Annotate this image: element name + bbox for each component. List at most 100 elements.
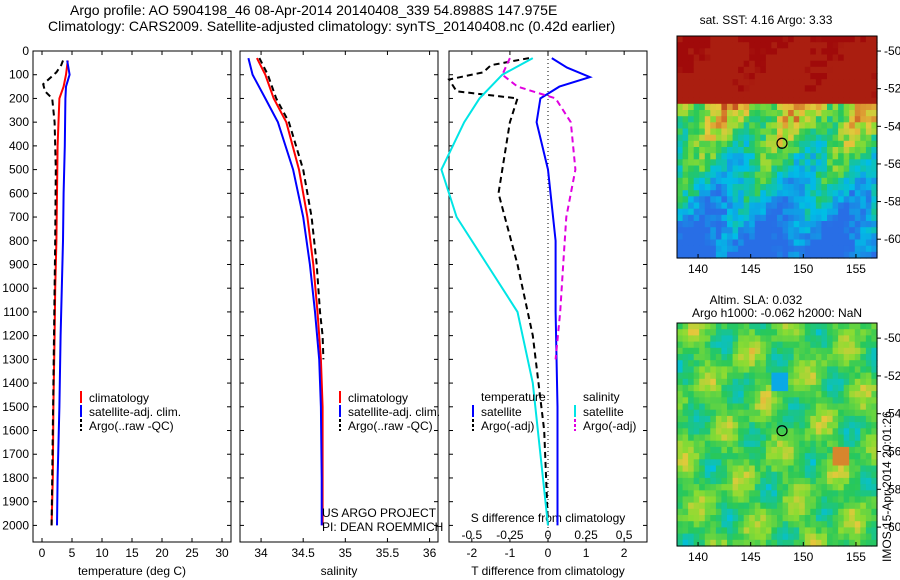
sst-map-cell — [849, 159, 856, 167]
sla-map-cell — [827, 360, 834, 367]
sst-map-cell — [815, 110, 823, 117]
sst-map-cell — [854, 214, 861, 222]
sst-map-cell — [721, 85, 728, 93]
sla-map-cell — [754, 354, 761, 361]
sst-map-cell — [804, 122, 811, 130]
sla-map-cell — [799, 502, 806, 510]
sst-map-cell — [849, 103, 856, 111]
sla-map-cell — [738, 459, 745, 467]
sst-map-cell — [782, 103, 789, 111]
sla-map-cell — [704, 397, 711, 405]
sla-map-cell — [865, 403, 873, 411]
sst-map-cell — [715, 36, 723, 43]
sla-map-cell — [732, 378, 739, 386]
sla-map-cell — [688, 354, 695, 361]
sst-map-cell — [677, 165, 684, 173]
sla-map-cell — [715, 422, 723, 429]
sla-map-cell — [815, 397, 823, 405]
sla-map-cell — [849, 422, 856, 429]
sla-map-cell — [777, 502, 784, 510]
sla-map-cell — [827, 378, 834, 386]
sst-map-cell — [721, 66, 728, 74]
sla-map-cell — [777, 440, 784, 448]
sst-map-cell — [715, 165, 723, 173]
sla-map-cell — [771, 440, 778, 448]
sla-map-cell — [777, 384, 784, 392]
sla-map-cell — [710, 453, 717, 460]
sla-map-cell — [854, 496, 861, 504]
sst-map-cell — [810, 116, 817, 123]
sla-map-cell — [871, 428, 878, 436]
salinity-series-argo-raw-qc- — [258, 57, 325, 360]
sla-map-cell — [810, 434, 817, 442]
sst-map-cell — [765, 110, 773, 117]
sst-map-cell — [721, 140, 728, 148]
sst-map-cell — [754, 245, 761, 253]
sla-map-cell — [788, 434, 795, 442]
sla-map-cell — [788, 465, 795, 473]
sst-map-cell — [827, 159, 834, 167]
sla-map-cell — [799, 484, 806, 491]
sla-map-cell — [810, 533, 817, 541]
sst-map-cell — [871, 73, 878, 80]
diff-legend-label: satellite — [481, 405, 522, 419]
sst-map-cell — [799, 97, 806, 105]
sla-map-cell — [760, 391, 767, 398]
sst-map-cell — [749, 208, 756, 216]
sst-map-cell — [704, 214, 711, 222]
sla-map-cell — [799, 372, 806, 380]
sla-map-cell — [693, 354, 700, 361]
sst-map-cell — [854, 66, 861, 74]
sla-map-cell — [765, 453, 773, 460]
sla-map-cell — [821, 403, 828, 411]
sla-map-cell — [782, 508, 789, 516]
sst-map-cell — [860, 153, 867, 160]
sla-map-cell — [738, 360, 745, 367]
sst-map-cell — [843, 110, 850, 117]
sla-map-cell — [804, 508, 811, 516]
sla-map-cell — [688, 366, 695, 374]
sst-map-cell — [777, 42, 784, 49]
sst-map-cell — [743, 184, 750, 191]
sla-map-cell — [688, 329, 695, 336]
sla-map-cell — [688, 496, 695, 504]
sla-map-cell — [715, 391, 723, 398]
temperature-xtick-label: 0 — [39, 546, 46, 560]
sla-map-cell — [832, 490, 839, 498]
sst-map-cell — [699, 233, 706, 241]
sst-map-cell — [788, 116, 795, 123]
sla-map-cell — [865, 453, 873, 460]
sla-map-cell — [871, 403, 878, 411]
sst-map-cell — [710, 190, 717, 197]
sst-map-cell — [782, 214, 789, 222]
sla-map-cell — [804, 539, 811, 547]
sla-map-cell — [732, 515, 739, 522]
sst-map-cell — [777, 91, 784, 99]
sla-map-cell — [849, 490, 856, 498]
sst-map-cell — [727, 134, 734, 142]
sst-map-cell — [732, 214, 739, 222]
sla-map-cell — [799, 323, 806, 330]
sst-map-cell — [804, 140, 811, 148]
sla-map-cell — [743, 347, 750, 355]
sst-map-cell — [749, 153, 756, 160]
sst-map-cell — [699, 54, 706, 62]
sst-map-cell — [860, 190, 867, 197]
sst-map-cell — [788, 128, 795, 136]
sla-map-cell — [804, 446, 811, 454]
temperature-ytick-label: 200 — [9, 91, 29, 105]
sla-map-cell — [749, 403, 756, 411]
sla-map-cell — [782, 378, 789, 386]
sst-map-xtick-label: 140 — [688, 262, 708, 276]
sst-map-cell — [765, 66, 773, 74]
sst-map-cell — [815, 196, 823, 204]
sla-map-cell — [738, 477, 745, 485]
sst-map-cell — [865, 177, 873, 185]
sst-map-cell — [782, 177, 789, 185]
sla-map-cell — [738, 366, 745, 374]
sst-map-cell — [843, 128, 850, 136]
sst-map-cell — [727, 103, 734, 111]
sst-map-cell — [771, 190, 778, 197]
sla-map-cell — [721, 397, 728, 405]
sst-map-cell — [843, 91, 850, 99]
